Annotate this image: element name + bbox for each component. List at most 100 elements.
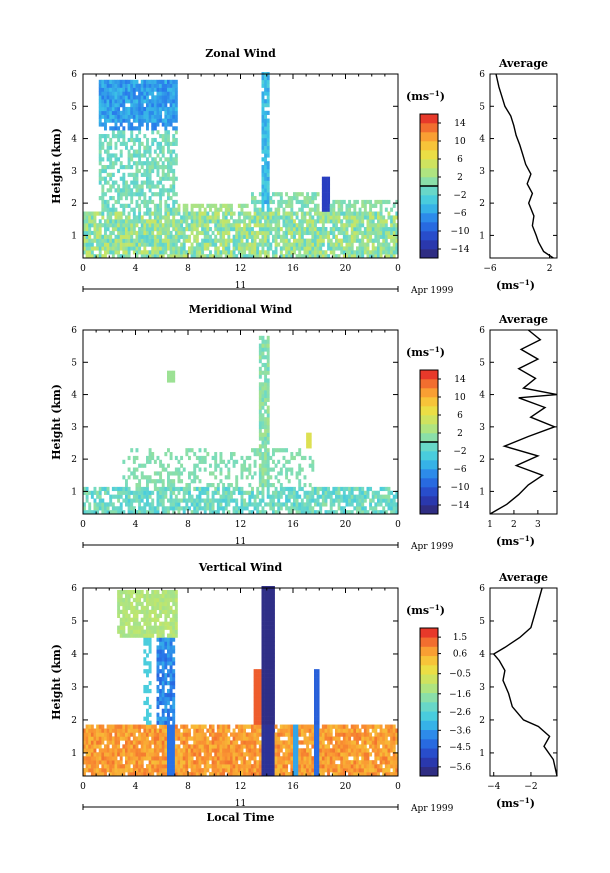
heatmap-cell bbox=[356, 211, 359, 216]
heatmap-cell bbox=[174, 748, 178, 753]
heatmap-cell bbox=[290, 250, 294, 255]
heatmap-cell bbox=[119, 593, 123, 599]
heatmap-cell bbox=[85, 752, 89, 757]
heatmap-cell bbox=[172, 370, 176, 375]
heatmap-cell bbox=[164, 165, 168, 170]
heatmap-cell bbox=[266, 712, 270, 717]
heatmap-cell bbox=[119, 609, 123, 615]
heatmap-cell bbox=[98, 238, 102, 243]
heatmap-cell bbox=[156, 661, 160, 666]
heatmap-cell bbox=[211, 483, 215, 488]
heatmap-cell bbox=[232, 254, 236, 259]
heatmap-cell bbox=[182, 724, 186, 729]
heatmap-cell bbox=[156, 242, 160, 247]
heatmap-cell bbox=[282, 219, 286, 224]
heatmap-cell bbox=[261, 740, 265, 745]
heatmap-cell bbox=[106, 188, 110, 193]
heatmap-cell bbox=[93, 230, 97, 236]
heatmap-cell bbox=[127, 736, 131, 741]
heatmap-cell bbox=[117, 238, 121, 243]
heatmap-cell bbox=[258, 479, 262, 484]
heatmap-cell bbox=[253, 254, 257, 259]
heatmap-cell bbox=[201, 736, 205, 741]
heatmap-cell bbox=[98, 172, 102, 177]
heatmap-cell bbox=[101, 211, 105, 216]
heatmap-cell bbox=[143, 744, 147, 749]
heatmap-cell bbox=[122, 176, 126, 181]
heatmap-cell bbox=[148, 176, 152, 181]
heatmap-cell bbox=[151, 593, 155, 599]
heatmap-cell bbox=[153, 459, 157, 464]
profile-line bbox=[489, 329, 558, 515]
heatmap-cell bbox=[287, 506, 291, 511]
heatmap-cell bbox=[211, 772, 215, 777]
heatmap-cell bbox=[119, 490, 123, 495]
heatmap-cell bbox=[311, 494, 315, 499]
heatmap-cell bbox=[324, 211, 328, 216]
heatmap-cell bbox=[324, 510, 328, 515]
heatmap-cell bbox=[169, 486, 173, 492]
heatmap-cell bbox=[90, 254, 94, 259]
heatmap-cell bbox=[153, 242, 157, 247]
heatmap-cell bbox=[256, 728, 260, 733]
heatmap-cell bbox=[127, 467, 131, 472]
heatmap-cell bbox=[361, 242, 365, 247]
heatmap-cell bbox=[172, 740, 176, 745]
heatmap-cell bbox=[125, 589, 128, 595]
heatmap-cell bbox=[83, 211, 86, 216]
heatmap-cell bbox=[327, 234, 331, 239]
heatmap-cell bbox=[261, 250, 265, 255]
chart-title: Vertical Wind bbox=[198, 561, 283, 574]
plot-frame bbox=[82, 329, 399, 515]
heatmap-cell bbox=[211, 724, 215, 729]
heatmap-cell bbox=[188, 455, 191, 461]
heatmap-cell bbox=[329, 219, 333, 224]
heatmap-cell bbox=[130, 617, 134, 622]
heatmap-cell bbox=[151, 130, 155, 135]
heatmap-cell bbox=[182, 740, 186, 745]
heatmap-cell bbox=[248, 752, 252, 757]
heatmap-cell bbox=[201, 246, 205, 251]
heatmap-cell bbox=[285, 467, 289, 472]
heatmap-cell bbox=[266, 665, 270, 670]
heatmap-cell bbox=[127, 617, 131, 622]
heatmap-cell bbox=[285, 203, 289, 208]
heatmap-cell bbox=[256, 684, 260, 690]
heatmap-cell bbox=[361, 506, 365, 511]
heatmap-cell bbox=[232, 486, 236, 492]
heatmap-cell bbox=[104, 122, 107, 127]
heatmap-cell bbox=[156, 716, 160, 721]
heatmap-cell bbox=[303, 215, 307, 220]
y-tick-label: 1 bbox=[71, 231, 77, 241]
heatmap-cell bbox=[169, 641, 173, 646]
heatmap-cell bbox=[119, 502, 123, 507]
heatmap-cell bbox=[101, 752, 105, 757]
heatmap-cell bbox=[138, 103, 142, 108]
heatmap-cell bbox=[143, 79, 147, 84]
heatmap-cell bbox=[214, 463, 218, 468]
y-tick-label: 4 bbox=[71, 391, 77, 401]
heatmap-cell bbox=[348, 246, 352, 251]
heatmap-cell bbox=[130, 114, 134, 119]
heatmap-cell bbox=[237, 510, 241, 515]
heatmap-cell bbox=[172, 704, 176, 710]
heatmap-cell bbox=[361, 254, 365, 259]
heatmap-cell bbox=[161, 681, 165, 686]
heatmap-cell bbox=[117, 724, 121, 729]
heatmap-cell bbox=[345, 238, 349, 243]
heatmap-cell bbox=[224, 506, 228, 511]
heatmap-cell bbox=[174, 118, 178, 123]
heatmap-cell bbox=[253, 203, 257, 208]
heatmap-cell bbox=[266, 386, 270, 391]
heatmap-cell bbox=[135, 199, 139, 205]
heatmap-cell bbox=[227, 502, 231, 507]
heatmap-cell bbox=[127, 165, 131, 170]
heatmap-cell bbox=[138, 137, 142, 143]
heatmap-cell bbox=[190, 250, 194, 255]
heatmap-cell bbox=[90, 740, 94, 745]
heatmap-cell bbox=[300, 467, 304, 472]
heatmap-cell bbox=[156, 145, 160, 150]
heatmap-cell bbox=[98, 724, 102, 729]
heatmap-cell bbox=[172, 669, 176, 674]
heatmap-cell bbox=[146, 99, 149, 104]
